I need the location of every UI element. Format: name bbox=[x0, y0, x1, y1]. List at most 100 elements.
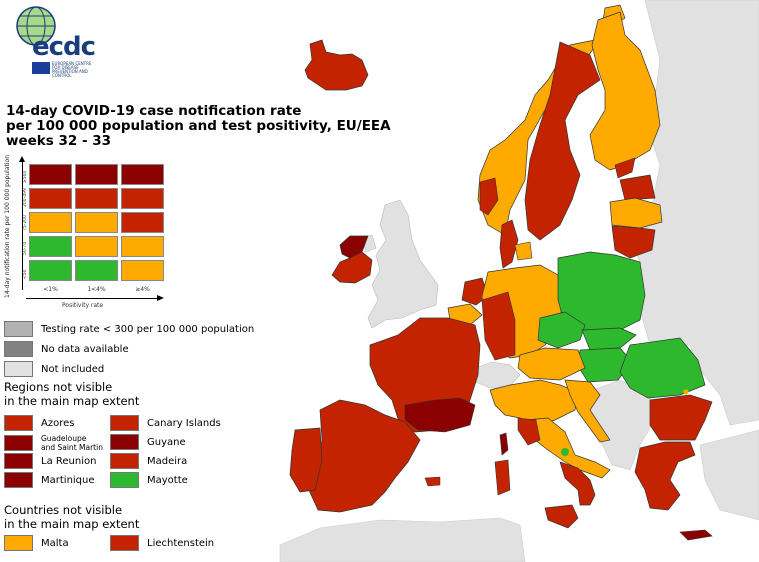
matrix-cell bbox=[29, 212, 72, 233]
matrix-cell bbox=[75, 164, 118, 185]
region-belgium bbox=[447, 303, 483, 326]
region-turkey bbox=[699, 429, 759, 521]
region-lithuania bbox=[611, 225, 656, 259]
legend-swatch bbox=[110, 434, 139, 450]
legend-canary-islands: Canary Islands bbox=[110, 415, 221, 431]
legend-guadeloupe: Guadeloupe and Saint Martin bbox=[4, 434, 103, 452]
legend-label: Canary Islands bbox=[147, 417, 221, 429]
row-label: <50 bbox=[23, 269, 28, 280]
region-balearic bbox=[424, 476, 441, 487]
legend-mayotte: Mayotte bbox=[110, 472, 188, 488]
region-italy-south bbox=[559, 461, 596, 506]
row-label: 75-200 bbox=[23, 215, 28, 231]
legend-azores: Azores bbox=[4, 415, 74, 431]
legend-madeira: Madeira bbox=[110, 453, 187, 469]
legend-malta: Malta bbox=[4, 535, 69, 551]
matrix-cell bbox=[121, 236, 164, 257]
legend-swatch bbox=[4, 472, 33, 488]
legend-not-included: Not included bbox=[4, 361, 104, 377]
region-norway-west bbox=[479, 177, 499, 216]
region-ireland bbox=[331, 251, 373, 284]
legend-swatch bbox=[4, 415, 33, 431]
logo-subtitle: EUROPEAN CENTRE FOR DISEASE PREVENTION A… bbox=[52, 61, 92, 78]
row-label: 200-499 bbox=[23, 188, 28, 207]
legend-label: Mayotte bbox=[147, 474, 188, 486]
region-finland bbox=[589, 11, 661, 171]
region-russia-belarus-ukraine bbox=[627, 0, 759, 426]
eu-flag-icon bbox=[32, 62, 50, 74]
region-denmark-islands bbox=[514, 241, 533, 261]
region-romania-bucharest bbox=[683, 389, 689, 395]
matrix-cell bbox=[29, 260, 72, 281]
region-italy-tuscany bbox=[517, 417, 541, 446]
region-north-africa bbox=[279, 517, 526, 562]
legend-swatch bbox=[4, 341, 33, 357]
legend-swatch bbox=[110, 453, 139, 469]
matrix-cell bbox=[29, 188, 72, 209]
x-axis-arrow bbox=[26, 295, 164, 301]
row-label: 50-74 bbox=[23, 241, 28, 255]
legend-label: Malta bbox=[41, 537, 69, 549]
logo-wordmark: ecdc bbox=[32, 32, 96, 62]
region-finland-south bbox=[614, 157, 636, 179]
legend-swatch bbox=[4, 435, 33, 451]
matrix-cell bbox=[121, 188, 164, 209]
region-latvia bbox=[609, 197, 663, 229]
legend-la-reunion: La Reunion bbox=[4, 453, 96, 469]
legend-swatch bbox=[110, 415, 139, 431]
region-greece bbox=[634, 441, 696, 511]
row-label: ≥500 bbox=[23, 170, 28, 183]
legend-no-data: No data available bbox=[4, 341, 129, 357]
legend-testing-rate: Testing rate < 300 per 100 000 populatio… bbox=[4, 321, 254, 337]
legend-martinique: Martinique bbox=[4, 472, 95, 488]
region-crete bbox=[679, 529, 713, 541]
map-title: 14-day COVID-19 case notification rate p… bbox=[6, 103, 391, 149]
legend-label: Liechtenstein bbox=[147, 537, 215, 549]
region-estonia bbox=[619, 174, 656, 201]
matrix-cell bbox=[29, 236, 72, 257]
ecdc-logo: ecdc EUROPEAN CENTRE FOR DISEASE PREVENT… bbox=[10, 4, 96, 78]
region-corsica bbox=[499, 432, 509, 456]
region-austria bbox=[517, 347, 586, 381]
region-germany-west bbox=[481, 291, 516, 361]
y-axis-label: 14-day notification rate per 100 000 pop… bbox=[4, 154, 11, 298]
region-romania bbox=[619, 337, 706, 399]
region-switzerland bbox=[475, 361, 521, 389]
region-sardinia bbox=[494, 459, 511, 496]
matrix-cell bbox=[75, 260, 118, 281]
region-italy-molise bbox=[561, 448, 569, 456]
y-axis-arrow bbox=[19, 156, 25, 290]
region-uk bbox=[367, 199, 439, 329]
region-france-south bbox=[404, 397, 476, 433]
legend-label: Martinique bbox=[41, 474, 95, 486]
col-label: 1<4% bbox=[87, 286, 106, 293]
legend-label: Guyane bbox=[147, 436, 186, 448]
legend-label: Not included bbox=[41, 363, 105, 375]
legend-swatch bbox=[4, 535, 33, 551]
legend-label: Azores bbox=[41, 417, 75, 429]
legend-liechtenstein: Liechtenstein bbox=[110, 535, 214, 551]
region-slovakia bbox=[581, 327, 637, 351]
regions-heading: Regions not visible in the main map exte… bbox=[4, 380, 140, 408]
region-north-italy bbox=[489, 379, 579, 426]
region-italy-center bbox=[524, 417, 611, 479]
legend-swatch bbox=[4, 361, 33, 377]
region-portugal bbox=[289, 427, 323, 493]
legend-swatch bbox=[4, 453, 33, 469]
legend-label: Madeira bbox=[147, 455, 188, 467]
legend-swatch bbox=[110, 535, 139, 551]
region-iceland bbox=[304, 39, 369, 91]
region-croatia-slovenia bbox=[564, 379, 611, 443]
legend-label: Guadeloupe and Saint Martin bbox=[41, 434, 103, 452]
region-czechia bbox=[537, 311, 586, 349]
x-axis-label: Positivity rate bbox=[62, 302, 104, 309]
globe-icon bbox=[16, 6, 56, 46]
legend-swatch bbox=[110, 472, 139, 488]
legend-guyane: Guyane bbox=[110, 434, 186, 450]
matrix-cell bbox=[75, 188, 118, 209]
legend-label: La Reunion bbox=[41, 455, 97, 467]
legend-label: Testing rate < 300 per 100 000 populatio… bbox=[41, 323, 255, 335]
col-label: ≥4% bbox=[135, 286, 150, 293]
matrix-cell bbox=[75, 212, 118, 233]
